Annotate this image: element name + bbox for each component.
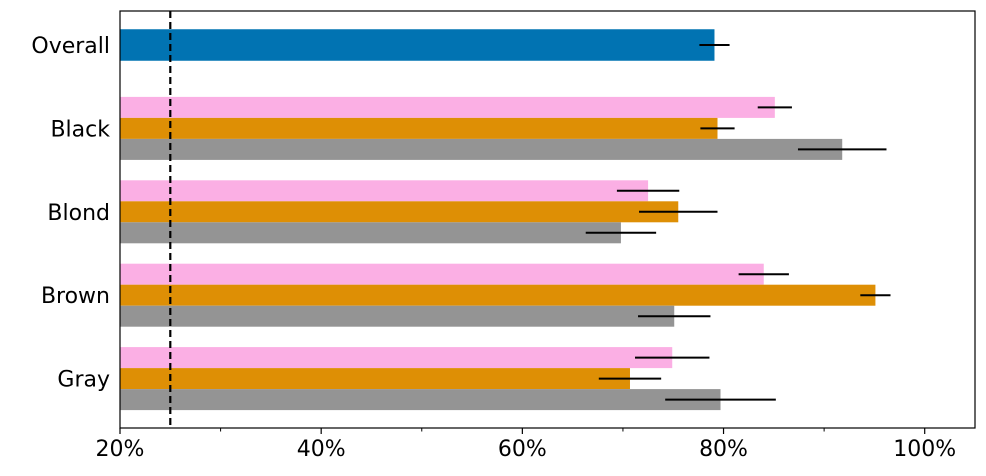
bar <box>120 96 775 118</box>
bar <box>120 180 649 202</box>
plot-frame <box>119 10 976 429</box>
bar <box>120 263 764 285</box>
bar <box>120 389 721 411</box>
bar <box>120 368 630 390</box>
bar <box>120 29 715 61</box>
x-tick-label: 80% <box>699 437 748 462</box>
bar <box>120 347 673 369</box>
y-tick-label: Blond <box>47 201 110 226</box>
y-tick-label: Overall <box>31 34 110 59</box>
x-tick-label: 60% <box>498 437 547 462</box>
bar <box>120 222 621 244</box>
x-tick-label: 40% <box>297 437 346 462</box>
x-tick-label: 100% <box>893 437 956 462</box>
bar <box>120 284 876 306</box>
bar <box>120 305 675 327</box>
bar <box>120 138 843 160</box>
bar <box>120 117 718 139</box>
bar <box>120 201 679 223</box>
y-tick-label: Gray <box>57 368 110 393</box>
x-tick-label: 20% <box>96 437 145 462</box>
y-tick-label: Black <box>50 117 110 142</box>
y-tick-label: Brown <box>41 284 110 309</box>
